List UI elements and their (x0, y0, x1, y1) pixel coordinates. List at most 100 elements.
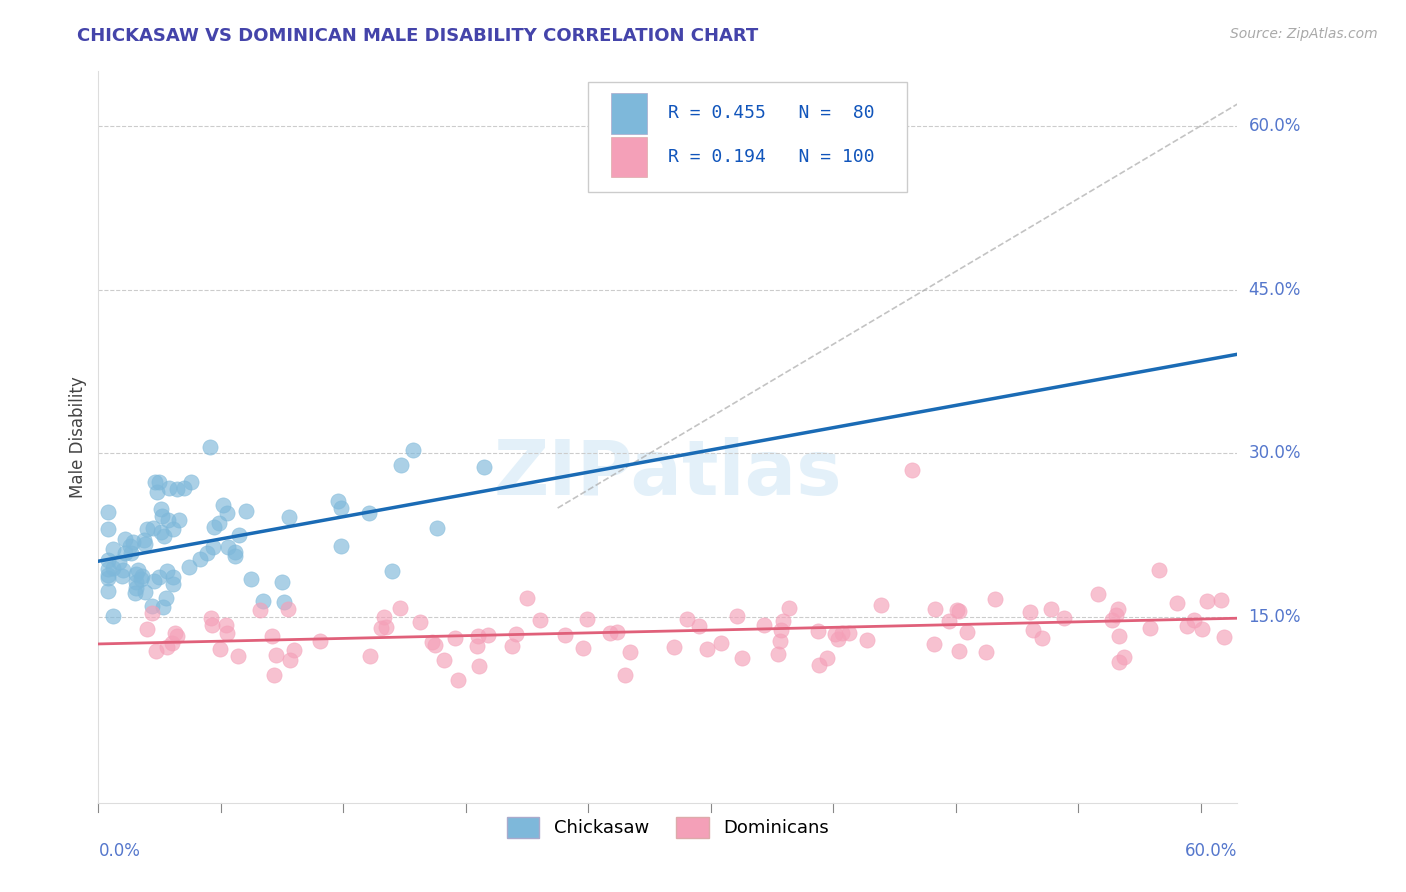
Point (198, 440, 221, 454)
Point (752, 618, 775, 632)
Point (217, 626, 239, 640)
Point (156, 640, 179, 654)
Point (1031, 631, 1053, 645)
Point (215, 618, 238, 632)
Point (1197, 593, 1219, 607)
Point (150, 509, 173, 524)
Point (120, 546, 142, 560)
Point (664, 640, 686, 654)
Point (224, 545, 246, 559)
Point (129, 572, 152, 586)
Point (1104, 607, 1126, 622)
Point (769, 623, 792, 637)
Point (134, 585, 156, 599)
Point (114, 532, 136, 546)
Point (152, 600, 174, 615)
Point (163, 626, 186, 640)
Point (97, 522, 120, 536)
Point (110, 569, 132, 583)
Point (1108, 655, 1130, 669)
Point (249, 603, 271, 617)
Point (444, 632, 467, 646)
Text: 0.0%: 0.0% (98, 842, 141, 860)
Point (124, 586, 146, 600)
Point (956, 625, 979, 640)
Point (155, 564, 177, 578)
Point (725, 609, 748, 624)
Point (1019, 605, 1042, 619)
Point (97, 562, 120, 576)
Point (433, 653, 456, 667)
Point (768, 647, 790, 661)
Point (948, 604, 970, 618)
Point (278, 509, 301, 524)
Point (467, 629, 489, 643)
Point (402, 442, 425, 457)
Point (688, 619, 710, 633)
Point (188, 552, 211, 566)
Point (252, 593, 274, 607)
Point (1191, 622, 1213, 636)
Point (208, 641, 231, 656)
Point (856, 633, 879, 648)
Point (162, 570, 184, 584)
Point (815, 651, 838, 665)
Point (162, 635, 184, 649)
Point (606, 625, 628, 640)
Point (173, 481, 195, 495)
Point (326, 493, 349, 508)
Point (202, 541, 225, 555)
Point (946, 602, 969, 616)
Point (676, 612, 699, 626)
Point (157, 513, 180, 527)
Point (309, 634, 332, 648)
Point (141, 599, 163, 613)
Point (778, 601, 800, 615)
Point (212, 498, 235, 512)
Point (180, 475, 202, 489)
Point (976, 645, 998, 659)
Point (373, 610, 395, 624)
Point (134, 533, 156, 548)
Point (277, 602, 299, 616)
Point (922, 637, 945, 651)
Point (467, 640, 489, 654)
Point (271, 574, 294, 589)
Point (134, 537, 156, 551)
Point (141, 606, 163, 620)
Point (370, 621, 392, 635)
Point (135, 522, 157, 536)
Point (215, 506, 238, 520)
Point (409, 615, 432, 629)
Point (330, 539, 353, 553)
Point (423, 638, 446, 652)
Point (97, 505, 120, 519)
Y-axis label: Male Disability: Male Disability (69, 376, 87, 498)
Point (148, 570, 170, 584)
Point (155, 591, 177, 605)
Point (554, 628, 576, 642)
Point (505, 627, 527, 641)
FancyBboxPatch shape (612, 94, 647, 134)
Point (103, 608, 125, 623)
Point (572, 640, 595, 655)
Point (1175, 618, 1198, 632)
Point (599, 626, 621, 640)
Point (125, 581, 148, 595)
Point (619, 645, 641, 659)
Point (273, 595, 295, 609)
Point (613, 668, 636, 682)
Point (329, 501, 352, 516)
Text: 60.0%: 60.0% (1185, 842, 1237, 860)
Point (1108, 629, 1130, 643)
Point (426, 521, 449, 535)
Point (127, 562, 149, 576)
FancyBboxPatch shape (612, 137, 647, 178)
Point (901, 463, 924, 477)
Point (827, 632, 849, 646)
FancyBboxPatch shape (588, 82, 907, 192)
Point (125, 566, 148, 581)
Point (710, 636, 733, 650)
Point (1149, 563, 1171, 577)
Point (97, 567, 120, 582)
